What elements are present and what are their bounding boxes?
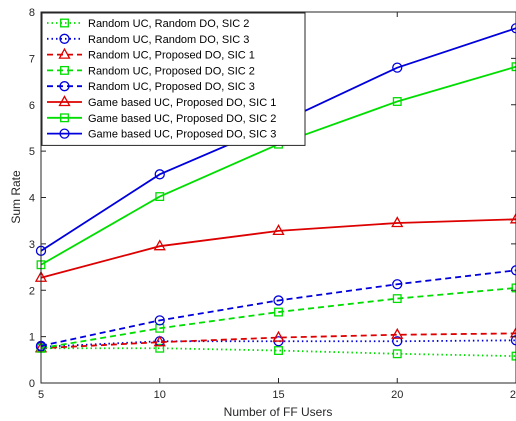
legend-label: Game based UC, Proposed DO, SIC 3 xyxy=(88,129,276,141)
data-point xyxy=(509,326,516,338)
legend-label: Game based UC, Proposed DO, SIC 2 xyxy=(88,113,276,125)
data-point xyxy=(274,307,283,317)
x-tick-label: 10 xyxy=(154,389,166,401)
data-point xyxy=(155,343,165,353)
x-axis-label: Number of FF Users xyxy=(224,405,333,419)
legend-entry: Random UC, Random DO, SIC 2 xyxy=(47,18,249,30)
legend-label: Random UC, Proposed DO, SIC 3 xyxy=(88,81,255,93)
legend-marker xyxy=(60,113,69,123)
legend-marker xyxy=(59,128,70,139)
y-axis-label: Sum Rate xyxy=(9,170,23,224)
legend-entry: Game based UC, Proposed DO, SIC 1 xyxy=(47,95,276,109)
y-tick-label: 4 xyxy=(29,193,35,205)
x-tick-label: 20 xyxy=(391,389,403,401)
data-point xyxy=(392,349,402,359)
y-tick-label: 1 xyxy=(29,332,35,344)
y-tick-label: 2 xyxy=(29,285,35,297)
y-tick-label: 3 xyxy=(29,239,35,251)
legend-marker xyxy=(59,33,70,44)
data-point xyxy=(392,294,402,304)
data-point xyxy=(154,315,165,326)
y-tick-label: 7 xyxy=(29,53,35,65)
legend-marker xyxy=(58,95,71,107)
series-line xyxy=(40,287,516,350)
data-point xyxy=(510,265,516,276)
legend-label: Random UC, Proposed DO, SIC 1 xyxy=(88,50,255,62)
legend: Random UC, Random DO, SIC 2 Random UC, Ra… xyxy=(41,12,306,146)
legend-entry: Random UC, Proposed DO, SIC 3 xyxy=(47,81,255,93)
data-point xyxy=(272,330,285,342)
data-point xyxy=(511,283,516,293)
series-line xyxy=(40,218,516,279)
data-point xyxy=(391,327,404,339)
x-tick-label: 5 xyxy=(38,389,44,401)
data-point xyxy=(510,335,516,346)
legend-label: Random UC, Random DO, SIC 2 xyxy=(88,18,249,30)
data-point xyxy=(392,279,403,290)
legend-entry: Game based UC, Proposed DO, SIC 2 xyxy=(47,113,276,125)
y-tick-label: 8 xyxy=(29,7,35,19)
legend-box xyxy=(41,12,306,146)
tick-layer: 5 10 15 20 25 0 1 2 3 4 5 6 7 8 xyxy=(29,7,516,401)
legend-entry: Game based UC, Proposed DO, SIC 3 xyxy=(47,128,276,141)
data-point xyxy=(153,239,166,251)
data-point xyxy=(391,216,404,228)
legend-label: Game based UC, Proposed DO, SIC 1 xyxy=(88,97,276,109)
data-point xyxy=(274,346,283,355)
data-point xyxy=(392,62,403,73)
y-tick-label: 6 xyxy=(29,100,35,112)
data-point xyxy=(511,62,516,72)
legend-entry: Random UC, Proposed DO, SIC 1 xyxy=(47,47,255,62)
data-point xyxy=(392,97,402,106)
series-5 xyxy=(35,265,516,352)
data-point xyxy=(511,351,516,361)
data-point xyxy=(272,224,285,236)
legend-entry: Random UC, Random DO, SIC 3 xyxy=(47,33,249,46)
y-tick-label: 5 xyxy=(29,146,35,158)
data-point xyxy=(155,192,165,202)
y-tick-label: 0 xyxy=(29,378,35,390)
legend-marker xyxy=(58,47,71,59)
legend-marker xyxy=(59,81,70,92)
data-point xyxy=(509,212,516,224)
data-point xyxy=(153,335,166,347)
data-point xyxy=(510,23,516,34)
legend-marker xyxy=(60,65,69,75)
legend-label: Random UC, Proposed DO, SIC 2 xyxy=(88,65,255,77)
x-tick-label: 25 xyxy=(510,389,516,401)
legend-label: Random UC, Random DO, SIC 3 xyxy=(88,34,249,46)
data-point xyxy=(154,169,165,180)
x-tick-label: 15 xyxy=(272,389,284,401)
series-line xyxy=(40,269,516,347)
data-point xyxy=(273,295,284,306)
legend-entry: Random UC, Proposed DO, SIC 2 xyxy=(47,65,255,77)
legend-marker xyxy=(60,18,69,28)
data-point xyxy=(392,336,403,347)
